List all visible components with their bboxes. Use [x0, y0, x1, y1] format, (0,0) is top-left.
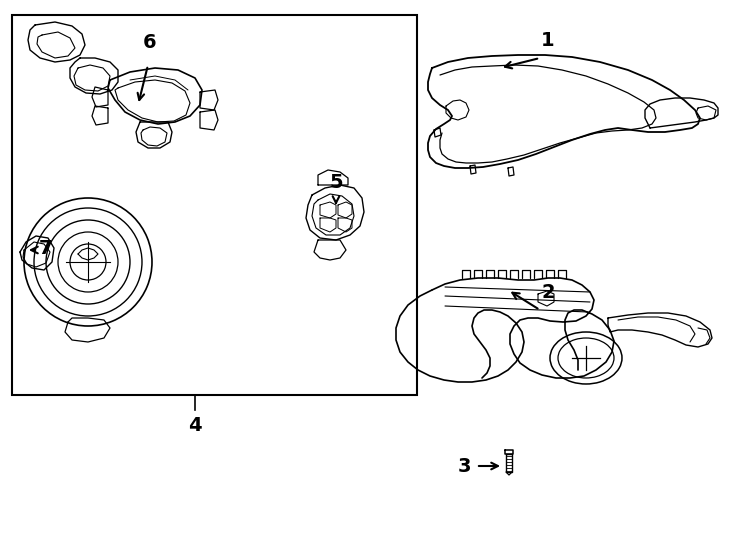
Bar	[12, 15, 417, 395]
Text: 2: 2	[541, 283, 555, 302]
Text: 7: 7	[39, 239, 53, 258]
Text: 3: 3	[457, 456, 470, 476]
Text: 6: 6	[143, 33, 157, 52]
Text: 5: 5	[329, 173, 343, 192]
Text: 4: 4	[188, 416, 202, 435]
Text: 1: 1	[541, 31, 555, 50]
